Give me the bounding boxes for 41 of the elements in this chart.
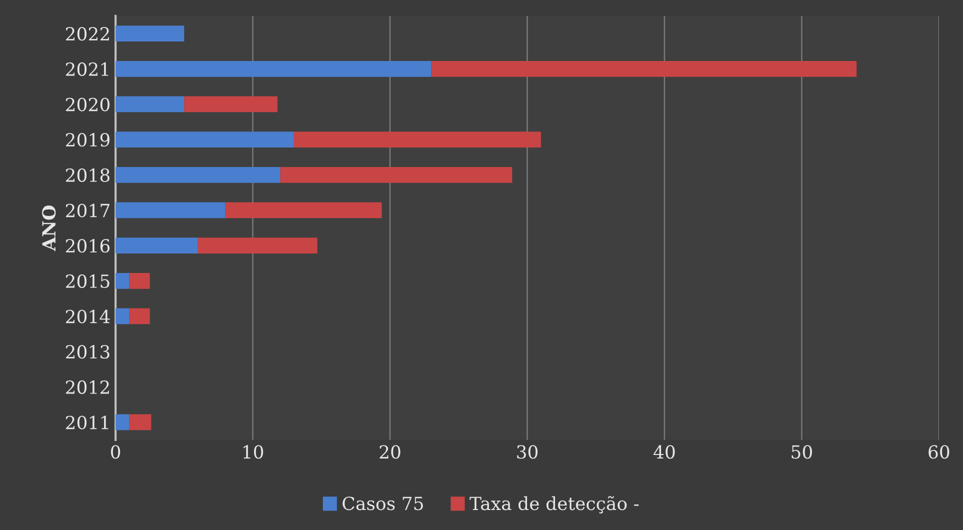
bar <box>129 308 150 324</box>
bar <box>294 132 541 148</box>
y-tick-label: 2015 <box>66 274 110 288</box>
bar <box>129 414 152 430</box>
y-tick-label: 2017 <box>66 204 110 218</box>
y-tick-label: 2013 <box>66 345 110 359</box>
y-tick-label: 2018 <box>66 168 110 182</box>
y-tick-label: 2014 <box>66 310 110 324</box>
bar <box>184 96 278 112</box>
y-tick-label: 2011 <box>66 416 108 430</box>
legend-label: Taxa de detecção - <box>470 496 639 514</box>
bar <box>280 166 512 183</box>
bar <box>129 272 150 289</box>
bar <box>225 202 382 218</box>
bar <box>116 238 198 254</box>
bar <box>198 238 318 254</box>
bar <box>116 60 432 77</box>
y-tick-label: 2022 <box>66 27 109 41</box>
x-tick-label: 50 <box>792 445 812 459</box>
x-tick-label: 10 <box>244 445 264 459</box>
x-tick-label: 40 <box>654 445 675 459</box>
bar <box>116 166 280 183</box>
y-tick-label: 2016 <box>66 239 110 253</box>
x-tick-label: 0 <box>111 445 120 459</box>
bar <box>116 308 130 324</box>
bar <box>116 202 226 218</box>
x-tick-label: 20 <box>380 445 400 459</box>
bar <box>431 60 857 77</box>
x-tick-label: 30 <box>517 445 538 459</box>
bar <box>116 132 294 148</box>
bar <box>116 26 184 42</box>
y-tick-label: 2019 <box>66 133 110 147</box>
bar <box>116 96 184 112</box>
y-axis-title: ANO <box>42 206 56 252</box>
x-tick-label: 60 <box>928 445 950 459</box>
y-tick-label: 2012 <box>66 380 109 394</box>
y-tick-label: 2021 <box>66 62 108 76</box>
bar <box>116 272 130 289</box>
legend-label: Casos 75 <box>342 496 423 510</box>
y-tick-label: 2020 <box>66 98 110 112</box>
bar <box>116 414 130 430</box>
